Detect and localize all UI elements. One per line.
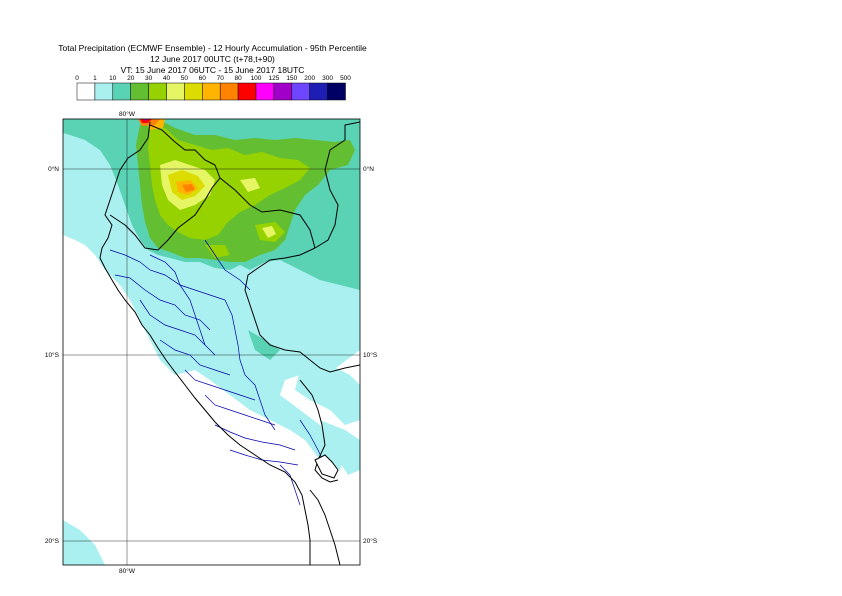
lat-label-right-10s: 10°S (363, 351, 378, 359)
title-product: Total Precipitation (ECMWF Ensemble) - 1… (58, 43, 367, 53)
legend-threshold-label: 30 (145, 75, 153, 82)
lat-label-0n: 0°N (48, 165, 59, 173)
legend-threshold-label: 40 (163, 75, 171, 82)
lat-label-20s: 20°S (45, 537, 60, 545)
legend-threshold-label: 0 (75, 75, 79, 82)
title-valid-time: VT: 15 June 2017 06UTC - 15 June 2017 18… (120, 65, 305, 75)
legend-color-boxes (76, 82, 346, 101)
legend-threshold-label: 80 (234, 75, 242, 82)
lat-label-right-0n: 0°N (363, 165, 374, 173)
legend-threshold-label: 20 (127, 75, 135, 82)
legend-threshold-label: 1 (93, 75, 97, 82)
country-borders (99, 121, 360, 565)
lat-label-10s: 10°S (45, 351, 60, 359)
legend-threshold-labels: 0 1 10 20 30 40 50 60 70 80 100 125 150 200 300 500 (75, 75, 351, 82)
legend-threshold-label: 60 (199, 75, 207, 82)
legend-threshold-label: 150 (286, 75, 297, 82)
legend-threshold-label: 300 (322, 75, 333, 82)
legend-threshold-label: 200 (304, 75, 315, 82)
legend-color-box (327, 82, 346, 101)
legend-threshold-label: 500 (340, 75, 351, 82)
precip-layer-125-plus (143, 119, 148, 121)
color-legend: 0 1 10 20 30 40 50 60 70 80 100 125 150 200 300 500 (75, 75, 351, 101)
legend-threshold-label: 70 (217, 75, 225, 82)
legend-threshold-label: 125 (268, 75, 279, 82)
legend-threshold-label: 50 (181, 75, 189, 82)
legend-threshold-label: 10 (109, 75, 117, 82)
title-base-time: 12 June 2017 00UTC (t+78,t+90) (150, 54, 275, 64)
legend-threshold-label: 100 (251, 75, 262, 82)
lon-label-top: 80°W (119, 110, 136, 118)
map-frame (62, 118, 361, 566)
lon-label-bottom: 80°W (119, 567, 136, 575)
lat-label-right-20s: 20°S (363, 537, 378, 545)
